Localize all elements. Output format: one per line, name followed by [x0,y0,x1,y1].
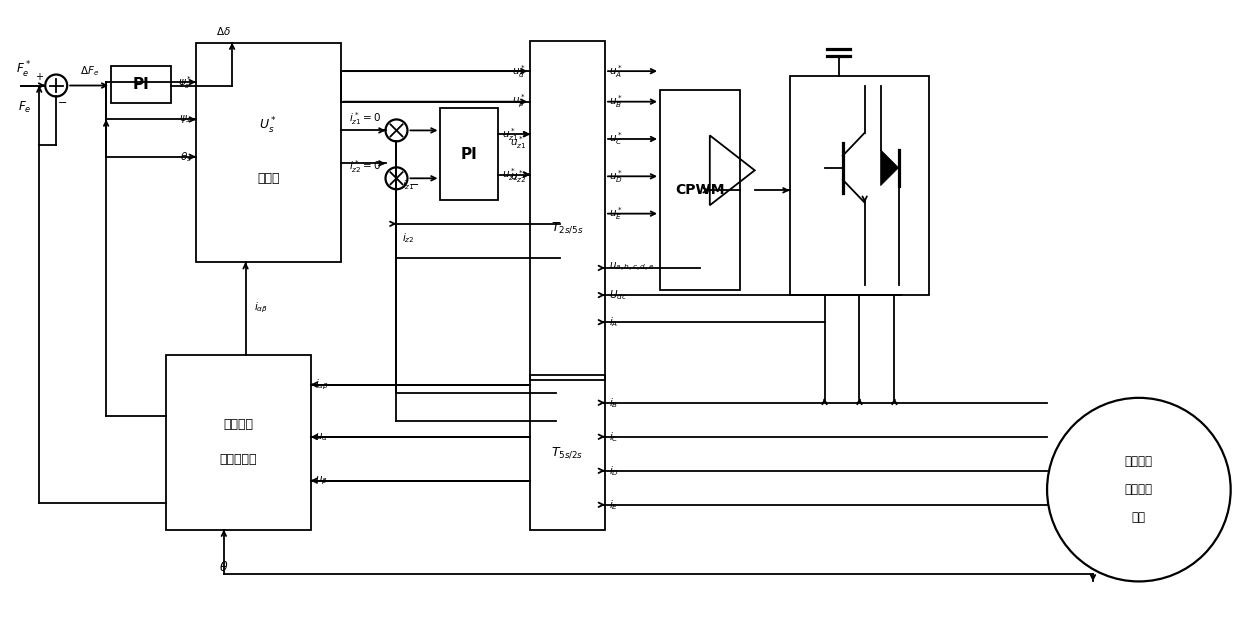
Text: $\psi_s$: $\psi_s$ [180,113,192,126]
Text: $i_C$: $i_C$ [609,430,619,444]
Bar [790,76,929,295]
Text: $u_E^*$: $u_E^*$ [609,205,622,222]
Text: $u_{z2}^*$: $u_{z2}^*$ [510,168,526,185]
Text: $\Delta F_e$: $\Delta F_e$ [79,63,99,78]
Text: $F_e$: $F_e$ [17,100,31,115]
Text: $u_{a,b,c,d,e}$: $u_{a,b,c,d,e}$ [609,262,655,274]
Text: +: + [35,72,43,81]
Text: $i_B$: $i_B$ [609,396,619,410]
Text: $u_C^*$: $u_C^*$ [609,131,622,147]
Text: $u_{z2}^*$: $u_{z2}^*$ [502,166,518,183]
Text: PI: PI [461,147,477,162]
Bar [112,65,171,103]
Text: $u_{\beta}$: $u_{\beta}$ [315,474,327,487]
Bar [660,90,740,290]
Text: $u_B^*$: $u_B^*$ [609,94,622,110]
Text: $i_{z1}$: $i_{z1}$ [403,178,415,192]
Polygon shape [880,150,899,186]
Text: $i_E$: $i_E$ [609,498,619,512]
Bar [440,108,498,200]
Text: $u_D^*$: $u_D^*$ [609,168,622,185]
Text: $i_D$: $i_D$ [609,464,619,478]
Text: $u_{z1}^*$: $u_{z1}^*$ [502,126,518,142]
Text: $u_{\alpha}$: $u_{\alpha}$ [315,431,327,443]
Text: 定子磁链: 定子磁链 [223,419,253,431]
Text: $u_{\alpha}^*$: $u_{\alpha}^*$ [512,63,526,79]
Text: $u_A^*$: $u_A^*$ [609,63,622,79]
Text: PI: PI [133,77,149,92]
Text: $u_{z1}^*$: $u_{z1}^*$ [510,134,526,151]
Text: $\theta_s$: $\theta_s$ [180,150,192,163]
Bar [166,355,311,529]
Bar [196,42,341,262]
Text: $\psi_s^*$: $\psi_s^*$ [177,74,192,90]
Text: $U_s^*$: $U_s^*$ [259,116,278,136]
Text: CPWM: CPWM [675,183,724,197]
Text: 推力观测器: 推力观测器 [219,453,257,466]
Text: $F_e^*$: $F_e^*$ [16,60,31,79]
Text: $\theta$: $\theta$ [219,560,228,574]
Text: −: − [409,180,419,190]
Text: 观测器: 观测器 [257,172,279,185]
Text: $i_{\alpha\beta}$: $i_{\alpha\beta}$ [315,378,329,392]
Text: $U_{dc}$: $U_{dc}$ [609,288,627,302]
Text: $i_{z2}$: $i_{z2}$ [403,231,415,245]
Text: 电机: 电机 [1132,511,1146,524]
Text: −: − [58,99,68,108]
Text: $i_{z2}^*=0$: $i_{z2}^*=0$ [350,158,382,176]
Text: $T_{2s/5s}$: $T_{2s/5s}$ [552,220,584,235]
Text: 五相永磁: 五相永磁 [1125,455,1153,468]
Text: 容错直线: 容错直线 [1125,483,1153,496]
Text: $i_{z1}^*=0$: $i_{z1}^*=0$ [350,111,382,128]
Text: $i_A$: $i_A$ [609,315,619,329]
Text: $i_{\alpha\beta}$: $i_{\alpha\beta}$ [253,301,268,315]
Bar [531,375,605,529]
Text: $\Delta\delta$: $\Delta\delta$ [216,24,231,37]
Text: $u_{\beta}^*$: $u_{\beta}^*$ [512,93,526,110]
Text: $T_{5s/2s}$: $T_{5s/2s}$ [552,445,584,460]
Bar [531,40,605,380]
